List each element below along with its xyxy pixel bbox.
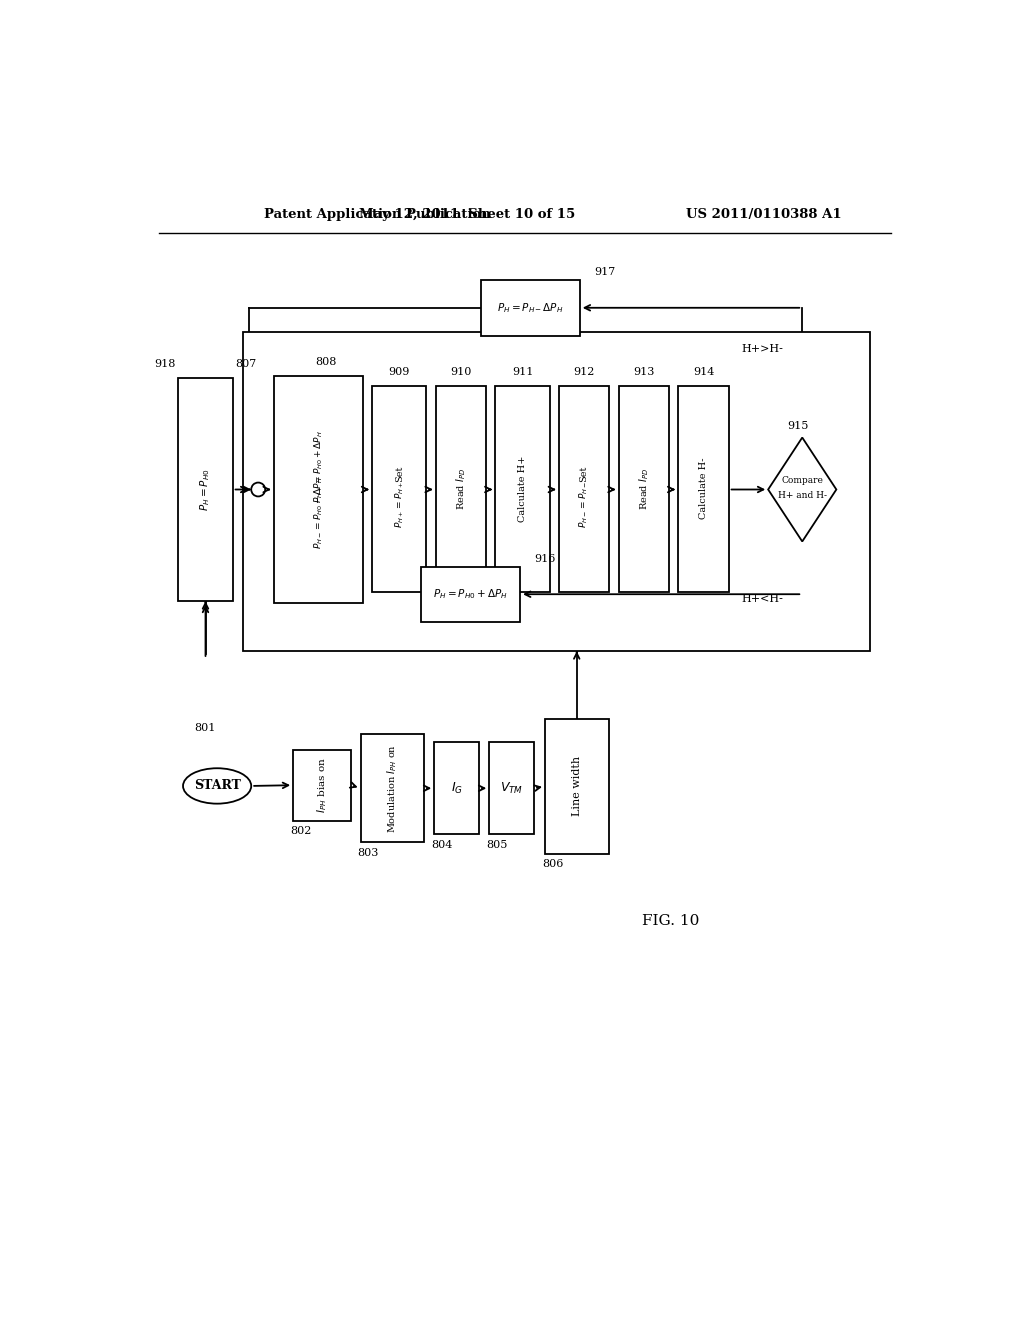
FancyBboxPatch shape [421,566,520,622]
Text: $P_H=P_{H0}$: $P_H=P_{H0}$ [199,469,212,511]
FancyBboxPatch shape [293,750,351,821]
FancyBboxPatch shape [678,385,729,591]
Text: $P_{H-}=P_{H0}-\Delta P_H$: $P_{H-}=P_{H0}-\Delta P_H$ [312,477,325,549]
Text: Modulation $I_{PH}$ on: Modulation $I_{PH}$ on [385,743,399,833]
Text: 805: 805 [486,841,508,850]
FancyBboxPatch shape [496,385,550,591]
Text: Read $I_{PD}$: Read $I_{PD}$ [454,467,468,510]
Text: US 2011/0110388 A1: US 2011/0110388 A1 [686,209,842,222]
FancyBboxPatch shape [360,734,424,842]
Text: Compare: Compare [781,475,823,484]
FancyBboxPatch shape [489,742,535,834]
Text: 804: 804 [431,841,453,850]
FancyBboxPatch shape [273,376,362,603]
Text: H+<H-: H+<H- [741,594,783,603]
FancyBboxPatch shape [618,385,669,591]
Text: 802: 802 [290,826,311,837]
Text: $P_{H+}=P_{H+}$: $P_{H+}=P_{H+}$ [393,480,406,528]
Circle shape [251,483,265,496]
Text: $V_{TM}$: $V_{TM}$ [500,780,523,796]
FancyBboxPatch shape [372,385,426,591]
Text: Line width: Line width [571,756,582,816]
Text: 913: 913 [633,367,654,376]
Text: START: START [194,779,241,792]
Text: 909: 909 [388,367,410,376]
Text: Read $I_{PD}$: Read $I_{PD}$ [637,467,650,510]
FancyBboxPatch shape [559,385,609,591]
Text: Calculate H-: Calculate H- [699,458,708,520]
Text: May 12, 2011  Sheet 10 of 15: May 12, 2011 Sheet 10 of 15 [358,209,574,222]
Text: Patent Application Publication: Patent Application Publication [263,209,490,222]
Text: Set: Set [394,465,403,482]
FancyBboxPatch shape [243,331,870,651]
Text: $P_{H-}=P_{H-}$: $P_{H-}=P_{H-}$ [578,480,591,528]
Text: $P_{H+}=P_{H0}+\Delta P_H$: $P_{H+}=P_{H0}+\Delta P_H$ [312,430,325,503]
Text: 918: 918 [155,359,176,370]
FancyBboxPatch shape [435,385,486,591]
Text: 910: 910 [451,367,471,376]
Text: H+ and H-: H+ and H- [778,491,826,500]
Text: 801: 801 [194,723,215,733]
Text: 917: 917 [594,268,615,277]
Text: 912: 912 [573,367,595,376]
Text: $I_G$: $I_G$ [451,780,463,796]
Text: FIG. 10: FIG. 10 [642,913,699,928]
Text: 911: 911 [512,367,534,376]
Text: 806: 806 [542,859,563,870]
Text: 803: 803 [357,847,379,858]
FancyBboxPatch shape [178,378,232,601]
Text: 808: 808 [315,356,337,367]
Text: H+>H-: H+>H- [741,345,783,354]
Text: 915: 915 [787,421,809,432]
Polygon shape [768,437,837,541]
FancyBboxPatch shape [545,719,608,854]
Text: $P_H=P_{H-}\Delta P_H$: $P_H=P_{H-}\Delta P_H$ [497,301,563,314]
FancyBboxPatch shape [480,280,580,335]
Text: $P_H=P_{H0}+\Delta P_H$: $P_H=P_{H0}+\Delta P_H$ [433,587,508,601]
Text: Calculate H+: Calculate H+ [518,455,527,521]
FancyBboxPatch shape [434,742,479,834]
Text: 807: 807 [234,359,256,370]
Ellipse shape [183,768,251,804]
Text: $I_{PH}$ bias on: $I_{PH}$ bias on [315,758,329,813]
Text: Set: Set [580,465,589,482]
Text: 914: 914 [693,367,714,376]
Text: 916: 916 [535,554,555,564]
